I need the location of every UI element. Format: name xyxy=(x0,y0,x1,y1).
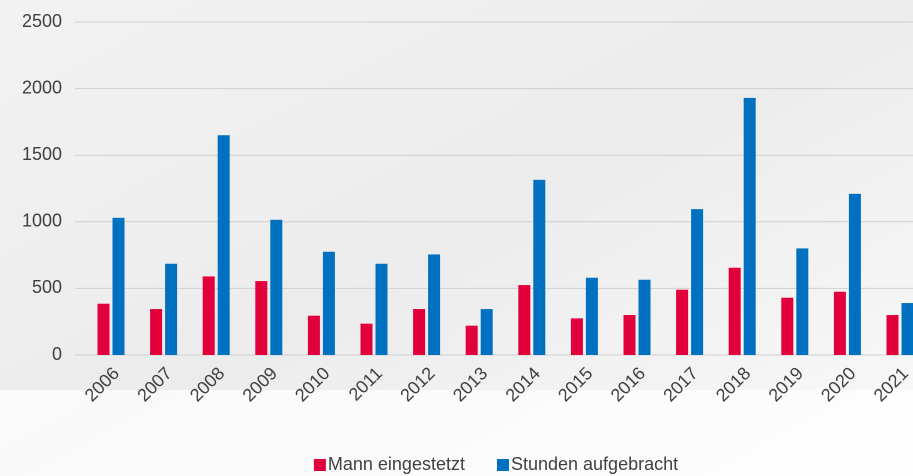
bar xyxy=(901,303,913,355)
bar xyxy=(570,318,583,355)
legend-label: Stunden aufgebracht xyxy=(511,454,678,474)
bar xyxy=(217,135,230,355)
bar xyxy=(728,267,741,355)
bar xyxy=(413,309,426,355)
bar xyxy=(638,279,651,355)
bar xyxy=(848,193,861,355)
y-tick-label: 1500 xyxy=(22,144,62,164)
bar xyxy=(676,289,689,355)
bar xyxy=(255,281,268,355)
bar xyxy=(375,263,388,355)
bar xyxy=(112,217,125,355)
bar xyxy=(781,297,794,355)
bar xyxy=(833,291,846,355)
bar xyxy=(518,285,531,355)
y-tick-label: 0 xyxy=(52,344,62,364)
bar xyxy=(480,309,493,355)
y-tick-label: 2000 xyxy=(22,77,62,97)
bar xyxy=(322,251,335,355)
bar xyxy=(428,254,441,355)
bar xyxy=(743,97,756,355)
bar xyxy=(585,277,598,355)
y-tick-label: 2500 xyxy=(22,11,62,31)
legend-swatch xyxy=(496,459,509,471)
bar xyxy=(533,179,546,355)
bar xyxy=(886,315,899,355)
bar xyxy=(270,219,283,355)
legend-label: Mann eingestetzt xyxy=(328,454,465,474)
bar xyxy=(623,315,636,355)
background-floor xyxy=(0,390,913,476)
bar xyxy=(465,325,478,355)
bar xyxy=(150,309,163,355)
legend-item: Mann eingestetzt xyxy=(313,454,465,474)
bar xyxy=(165,263,178,355)
bar xyxy=(360,323,373,355)
y-tick-label: 500 xyxy=(32,277,62,297)
bar xyxy=(796,248,809,355)
legend-item: Stunden aufgebracht xyxy=(496,454,678,474)
bar xyxy=(691,209,704,355)
legend-swatch xyxy=(313,459,326,471)
y-tick-label: 1000 xyxy=(22,211,62,231)
bar xyxy=(202,276,215,355)
bar xyxy=(97,303,110,355)
bar xyxy=(307,315,320,355)
